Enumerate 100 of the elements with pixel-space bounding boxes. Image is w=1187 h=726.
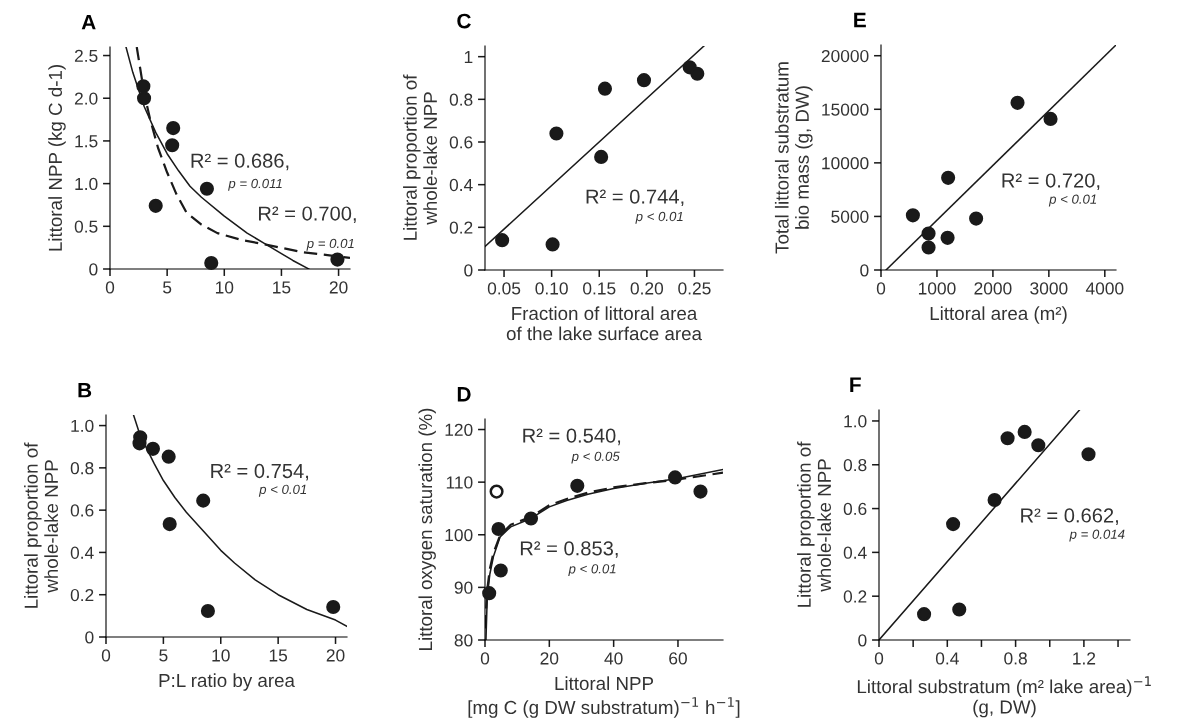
x-tick-label: 0	[874, 652, 884, 665]
x-tick-label: 5	[163, 281, 172, 294]
x-axis-title: P:L ratio by area	[159, 673, 295, 691]
x-tick-label: 20	[329, 281, 348, 294]
point	[941, 170, 956, 185]
point	[905, 208, 920, 223]
x-axis-title: Fraction of littoral area of the lake surface area	[506, 306, 702, 341]
point	[326, 599, 341, 615]
y-tick-label: 0	[89, 263, 98, 276]
x-axis-title: Littoral NPP [mg C (g DW substratum)$^{−1}$ h$^{−1}$]	[468, 676, 740, 718]
x-tick-label: 60	[669, 652, 687, 665]
x-tick-label: 1000	[918, 282, 956, 295]
x-tick-label: 20	[540, 652, 559, 665]
point	[1000, 431, 1015, 446]
y-axis-title: Littoral proportion of whole-lake NPP	[403, 74, 438, 240]
y-tick-label: 80	[454, 634, 473, 647]
point	[330, 252, 345, 267]
point	[482, 586, 497, 601]
y-tick-label: 0.8	[843, 458, 867, 472]
chart-title: A	[81, 15, 96, 30]
annotation: p < 0.05	[571, 451, 620, 464]
point	[166, 121, 181, 136]
point	[1017, 424, 1032, 439]
y-tick-label: 2.5	[74, 49, 98, 62]
y-tick-label: 0.6	[449, 136, 473, 149]
y-axis-title: Littoral proportion of whole-lake NPP	[24, 442, 59, 608]
x-tick-label: 0	[101, 649, 111, 662]
y-tick-label: 0.2	[70, 588, 94, 602]
y-tick-label: 0.8	[449, 93, 473, 106]
point	[636, 73, 652, 88]
x-tick-label: 20	[326, 649, 345, 662]
x-tick-label: 15	[269, 649, 288, 662]
point	[199, 181, 214, 196]
point	[597, 81, 613, 96]
point	[549, 126, 564, 141]
point	[491, 521, 506, 537]
y-tick-label: 0	[464, 264, 473, 277]
y-tick-label: 1.5	[75, 135, 98, 148]
y-tick-label: 0.4	[449, 178, 473, 192]
chart-title: B	[78, 383, 92, 398]
x-tick-label: 2000	[974, 282, 1012, 295]
point	[196, 493, 211, 508]
y-tick-label: 1.0	[844, 415, 867, 428]
y-axis-title: Littoral NPP (kg C d-1)	[48, 65, 66, 251]
y-tick-label: 0.2	[843, 590, 867, 603]
y-tick-label: 0.5	[74, 220, 98, 233]
x-tick-label: 10	[212, 649, 230, 662]
point	[523, 511, 539, 526]
point	[940, 230, 955, 245]
x-tick-label: 0	[105, 281, 115, 294]
point	[495, 233, 510, 248]
point	[946, 517, 961, 532]
chart-title: E	[854, 12, 866, 28]
x-tick-label: 0.4	[935, 652, 959, 665]
point	[162, 517, 177, 532]
y-axis-title: Total littoral substratum bio mass (g, DW)	[774, 62, 813, 254]
y-tick-label: 1.0	[71, 419, 94, 433]
y-tick-label: 5000	[831, 210, 869, 223]
y-tick-label: 0	[85, 631, 94, 644]
chart-title: D	[457, 387, 471, 402]
annotation: R² = 0.744,	[586, 189, 684, 207]
annotation: R² = 0.700,	[259, 206, 356, 224]
x-tick-label: 0	[876, 282, 886, 295]
x-tick-label: 4000	[1085, 282, 1124, 295]
y-tick-label: 0.2	[449, 221, 473, 234]
x-tick-label: 5	[159, 649, 168, 662]
x-tick-label: 0.8	[1004, 652, 1027, 665]
y-tick-label: 0	[860, 264, 869, 277]
point	[165, 138, 180, 153]
y-tick-label: 10000	[822, 157, 869, 170]
point	[145, 441, 160, 456]
y-tick-label: 100	[445, 528, 473, 542]
annotation: R² = 0.754,	[211, 463, 309, 481]
annotation: p < 0.01	[1048, 194, 1097, 207]
point	[545, 237, 560, 252]
x-tick-label: 0	[480, 652, 490, 665]
point	[987, 492, 1002, 508]
annotation: R² = 0.686,	[191, 153, 289, 171]
y-tick-label: 110	[446, 476, 473, 489]
annotation: p = 0.011	[228, 178, 282, 191]
x-axis-title: Littoral area (m²)	[930, 306, 1067, 324]
point	[489, 484, 504, 499]
annotation: R² = 0.540,	[523, 428, 621, 446]
annotation: R² = 0.720,	[1002, 173, 1100, 191]
annotation: p < 0.01	[568, 564, 616, 577]
point	[969, 211, 984, 226]
y-axis-title: Littoral oxygen saturation (%)	[418, 408, 436, 650]
annotation: R² = 0.662,	[1021, 508, 1118, 525]
point	[493, 563, 508, 578]
point	[1010, 95, 1025, 110]
y-tick-label: 0	[858, 634, 867, 647]
point	[1031, 438, 1046, 453]
point	[952, 602, 967, 617]
annotation: p = 0.014	[1069, 529, 1125, 542]
y-tick-label: 0.6	[843, 502, 867, 516]
annotation: p = 0.01	[306, 238, 354, 251]
y-tick-label: 0.4	[70, 546, 94, 559]
x-tick-label: 0.25	[678, 282, 711, 295]
point	[690, 66, 705, 81]
y-tick-label: 2.0	[74, 92, 98, 105]
